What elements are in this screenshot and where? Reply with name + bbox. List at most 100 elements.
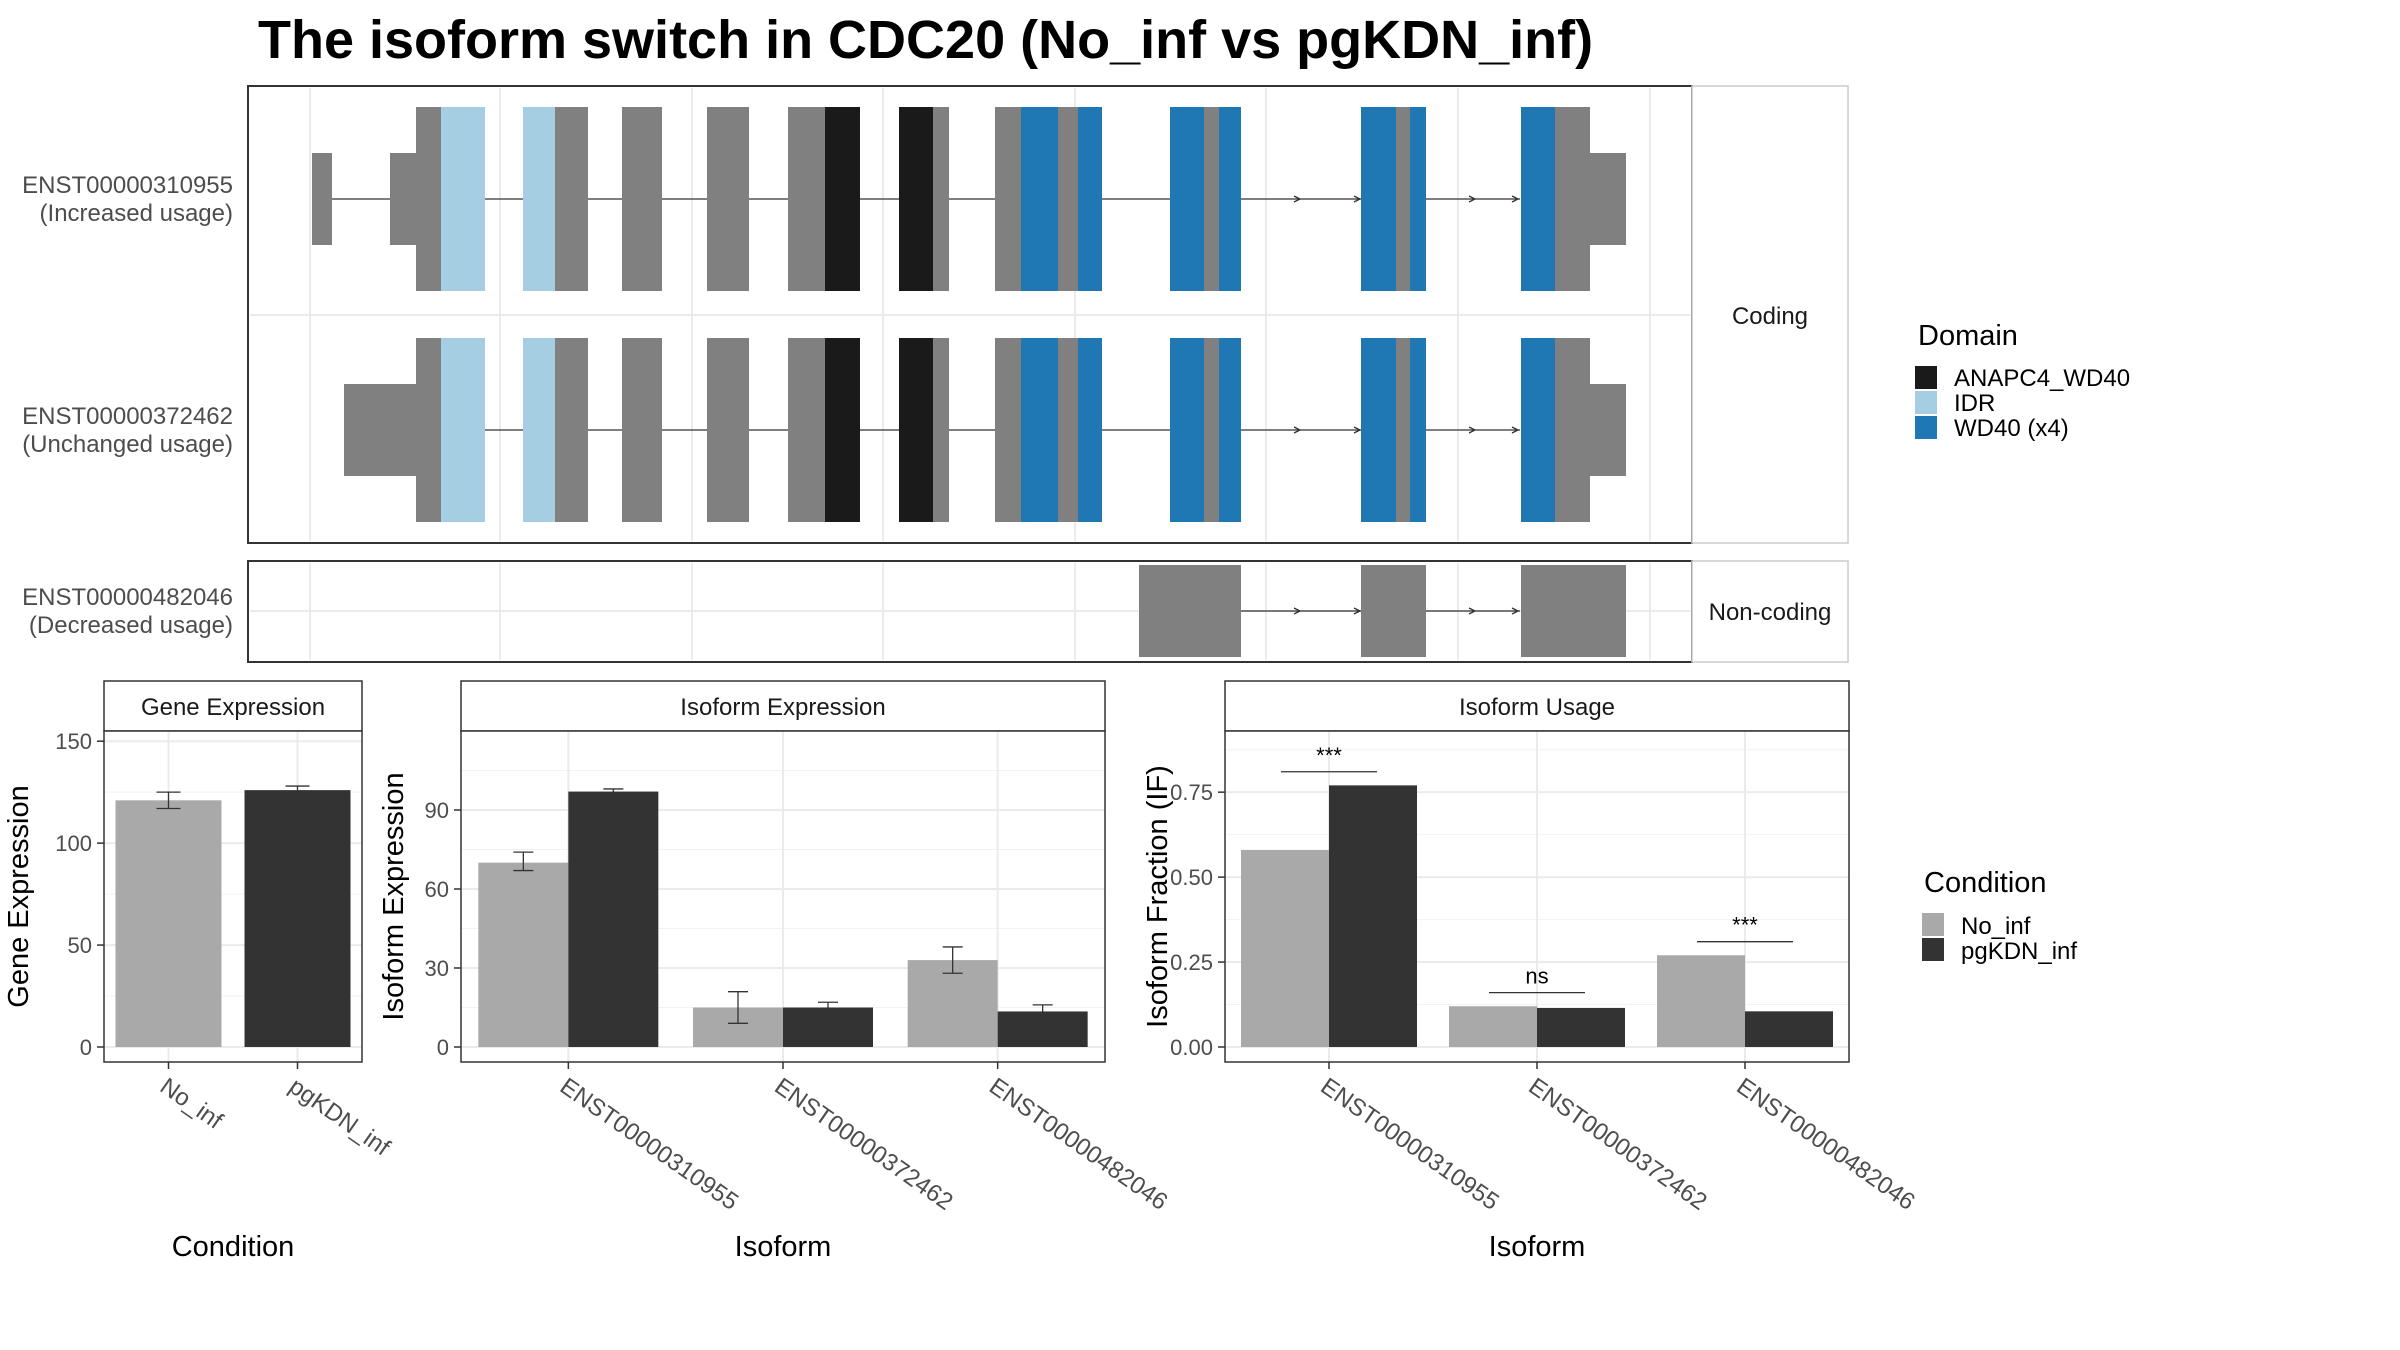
transcript-id-label: ENST00000310955 (22, 172, 233, 199)
chart-isoform-expression: Isoform Expression 0 30 60 90 ENST00000310955… (378, 680, 1172, 1263)
y-tick-label: 0.25 (1170, 950, 1213, 975)
bar-pgKDN_inf-ENST00000482046 (1745, 1011, 1833, 1047)
intron-arrow (1293, 426, 1302, 434)
bar-No_inf (115, 800, 222, 1047)
intron-arrow (1468, 426, 1477, 434)
utr-block (312, 153, 332, 245)
condition-legend-label: No_inf (1961, 913, 2031, 940)
exon-block (788, 107, 825, 291)
coding-strip (1691, 85, 1849, 544)
bar-No_inf-ENST00000482046 (907, 960, 998, 1047)
exon-block (707, 338, 749, 522)
plot-border (103, 730, 363, 1063)
facet-title: Gene Expression (141, 694, 325, 721)
wd40-domain (1021, 338, 1058, 522)
facet-strip (103, 680, 363, 732)
transcript-id-label: ENST00000482046 (22, 584, 233, 611)
significance-label: *** (1316, 743, 1342, 768)
bar-No_inf-ENST00000310955 (478, 862, 569, 1047)
condition-legend-title: Condition (1924, 867, 2047, 899)
exon-block (1396, 338, 1410, 522)
exon-block (1204, 338, 1219, 522)
wd40-domain (1219, 338, 1241, 522)
bar-No_inf-ENST00000372462 (1449, 1006, 1537, 1047)
chart-isoform-usage: Isoform Usage 0.00 0.25 0.50 0.75 *** ns *** ENS… (1142, 680, 1920, 1263)
wd40-domain (1361, 338, 1396, 522)
x-tick-label: ENST00000482046 (984, 1073, 1172, 1216)
x-tick-label: pgKDN_inf (284, 1073, 395, 1162)
intron-arrow (1468, 195, 1477, 203)
bar-No_inf-ENST00000482046 (1657, 955, 1745, 1047)
x-axis-title: Isoform (1489, 1231, 1586, 1263)
exon-block (1058, 338, 1078, 522)
bar-pgKDN_inf-ENST00000310955 (568, 791, 659, 1047)
x-tick-label: ENST00000372462 (1524, 1073, 1712, 1216)
intron-arrow (1353, 607, 1362, 615)
domain-legend-key (1915, 416, 1937, 439)
transcript-usage-label: (Increased usage) (40, 200, 233, 227)
exon-block (1555, 338, 1590, 522)
wd40-domain (1170, 338, 1204, 522)
y-tick-label: 0.00 (1170, 1035, 1213, 1060)
domain-legend-label: WD40 (x4) (1954, 415, 2069, 442)
x-tick-label: ENST00000310955 (1316, 1073, 1504, 1216)
exon-block (622, 107, 662, 291)
exon-block (555, 338, 588, 522)
domain-legend-label: ANAPC4_WD40 (1954, 365, 2130, 392)
y-tick-label: 50 (68, 933, 92, 958)
noncoding-exon (1521, 565, 1626, 657)
exon-block (995, 338, 1021, 522)
y-tick-label: 0.75 (1170, 780, 1213, 805)
intron-arrow (1511, 195, 1520, 203)
wd40-domain (1410, 107, 1426, 291)
intron-arrow (1511, 607, 1520, 615)
y-tick-label: 0.50 (1170, 865, 1213, 890)
significance-label: ns (1525, 964, 1548, 989)
x-tick-label: ENST00000310955 (555, 1073, 743, 1216)
bar-pgKDN_inf-ENST00000372462 (783, 1007, 873, 1047)
x-axis-title: Condition (172, 1231, 295, 1263)
intron-arrow (1511, 426, 1520, 434)
y-axis-title: Isoform Expression (378, 772, 410, 1020)
x-tick-label: ENST00000372462 (770, 1073, 958, 1216)
bar-No_inf-ENST00000310955 (1241, 849, 1329, 1047)
condition-legend-label: pgKDN_inf (1961, 938, 2077, 965)
exon-block (933, 338, 949, 522)
y-tick-label: 0 (437, 1035, 449, 1060)
intron-arrow (1353, 426, 1362, 434)
intron-arrow (1353, 195, 1362, 203)
transcript-usage-label: (Unchanged usage) (22, 431, 233, 458)
transcript-structure-plot: Coding Non-coding ENST00000310955(Increase… (22, 85, 1849, 663)
y-tick-label: 60 (425, 877, 449, 902)
exon-block (788, 338, 825, 522)
coding-strip-label: Coding (1732, 303, 1808, 330)
idr-domain (523, 107, 555, 291)
domain-legend-key (1915, 366, 1937, 389)
anapc4-domain (899, 338, 933, 522)
chart-gene-expression: Gene Expression 0 50 100 150 No_inf pgKDN_inf C… (3, 680, 395, 1263)
y-tick-label: 150 (55, 729, 92, 754)
wd40-domain (1521, 338, 1555, 522)
exon-block (707, 107, 749, 291)
exon-block (1058, 107, 1078, 291)
exon-block (622, 338, 662, 522)
idr-domain (523, 338, 555, 522)
x-tick-label: No_inf (155, 1073, 228, 1135)
bar-pgKDN_inf-ENST00000372462 (1537, 1007, 1625, 1047)
wd40-domain (1170, 107, 1204, 291)
bar-pgKDN_inf-ENST00000310955 (1329, 785, 1417, 1047)
transcript-usage-label: (Decreased usage) (29, 612, 233, 639)
transcript-id-label: ENST00000372462 (22, 403, 233, 430)
domain-legend-title: Domain (1918, 320, 2018, 352)
utr-block (1590, 384, 1626, 476)
intron-arrow (1293, 195, 1302, 203)
exon-block (1396, 107, 1410, 291)
condition-legend-key (1922, 913, 1944, 936)
anapc4-domain (825, 338, 860, 522)
y-axis-title: Gene Expression (3, 785, 35, 1007)
intron-arrow (1293, 607, 1302, 615)
figure-title: The isoform switch in CDC20 (No_inf vs p… (258, 10, 1593, 70)
